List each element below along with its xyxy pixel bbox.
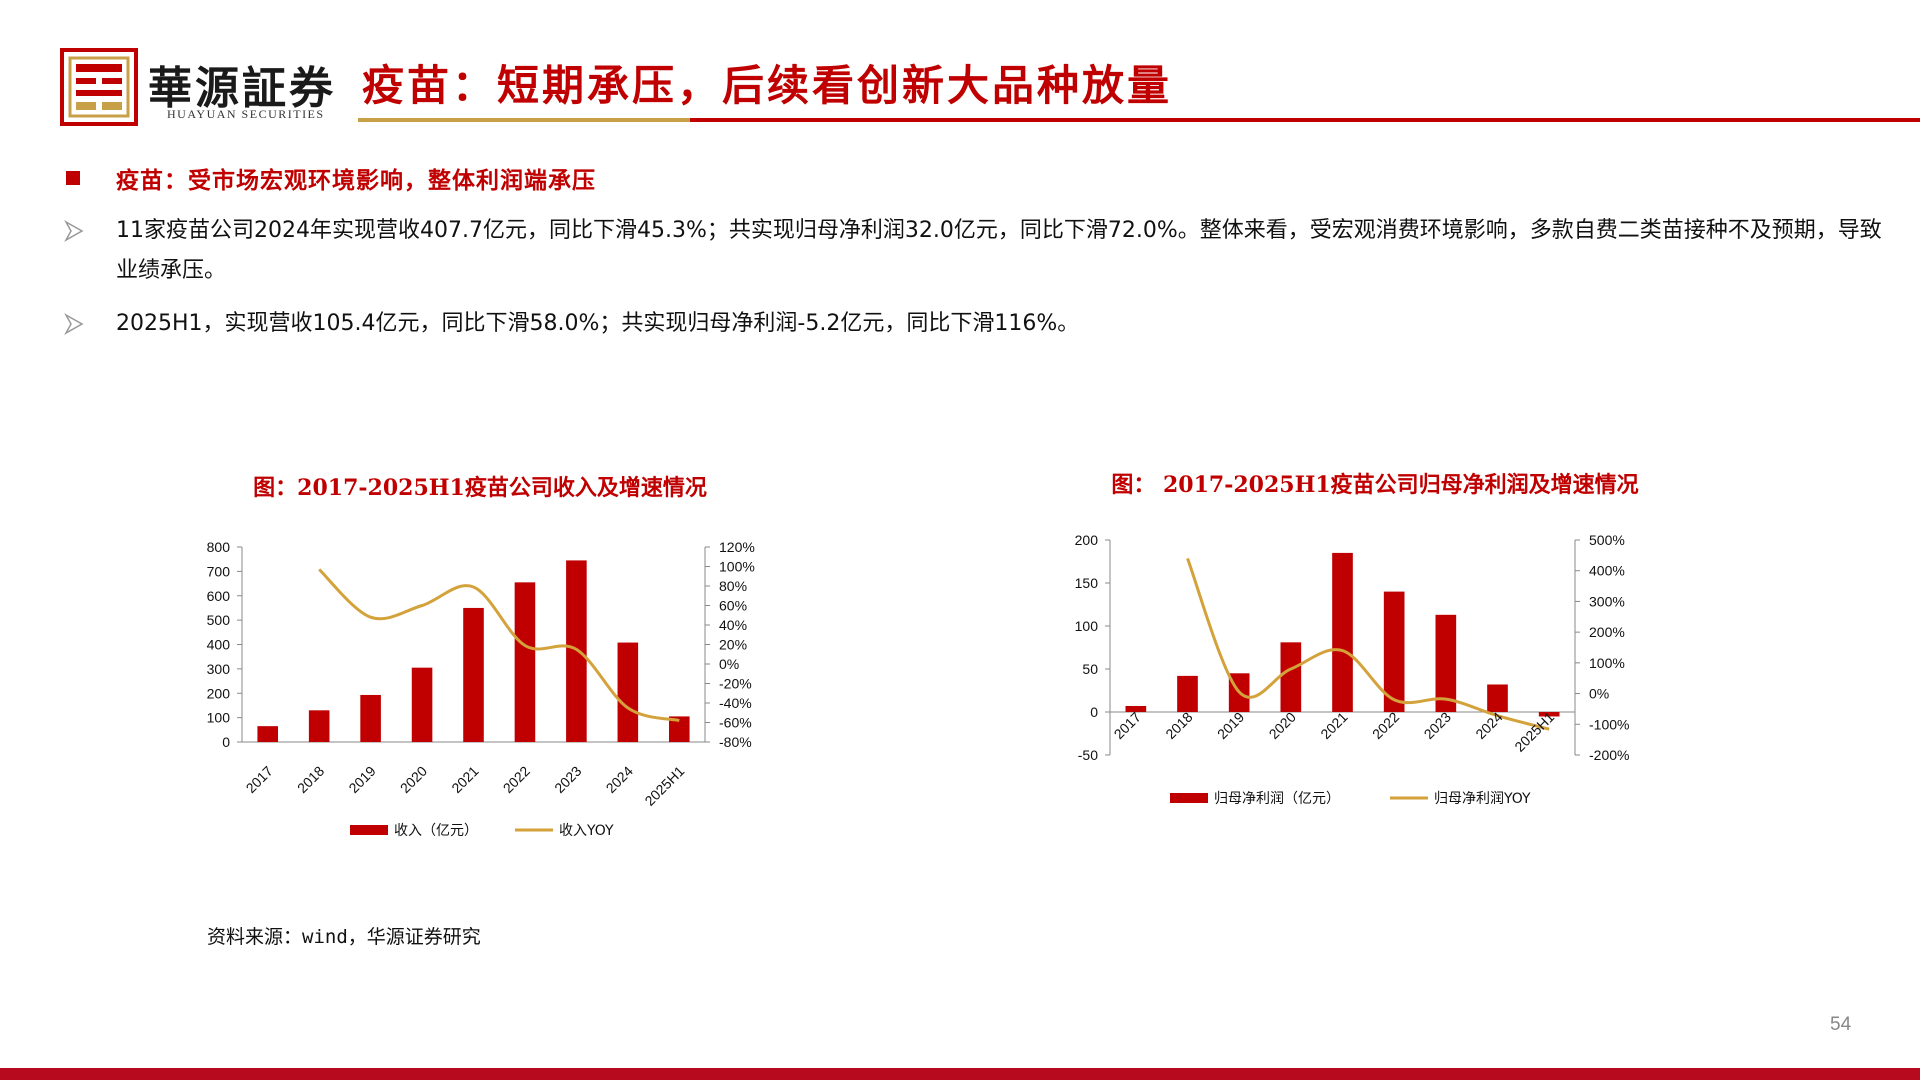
square-bullet-icon bbox=[66, 171, 80, 185]
y-tick-label-left: 500 bbox=[207, 612, 231, 628]
y-tick-label-right: 100% bbox=[1589, 655, 1625, 671]
y-tick-label-right: 120% bbox=[719, 539, 755, 555]
y-tick-label-right: -40% bbox=[719, 695, 752, 711]
bar bbox=[1280, 642, 1302, 712]
bar bbox=[1332, 552, 1353, 712]
bar bbox=[566, 560, 587, 742]
y-tick-label-left: 0 bbox=[222, 734, 230, 750]
x-tick-label: 2021 bbox=[1317, 709, 1350, 742]
section-heading: 疫苗：受市场宏观环境影响，整体利润端承压 bbox=[116, 167, 596, 194]
bar bbox=[411, 667, 433, 742]
brand-name-en: HUAYUAN SECURITIES bbox=[167, 107, 325, 121]
y-tick-label-right: 200% bbox=[1589, 624, 1625, 640]
y-tick-label-left: 300 bbox=[207, 661, 231, 677]
x-tick-label: 2018 bbox=[294, 763, 327, 796]
header-divider-gold bbox=[358, 118, 690, 122]
bar bbox=[308, 710, 330, 742]
legend-label: 收入（亿元） bbox=[394, 823, 478, 839]
x-tick-label: 2023 bbox=[1421, 709, 1454, 742]
bar bbox=[1383, 591, 1405, 712]
y-tick-label-right: 400% bbox=[1589, 563, 1625, 579]
bar bbox=[1487, 684, 1508, 712]
bar bbox=[514, 582, 536, 742]
legend-bar-swatch bbox=[350, 825, 388, 835]
y-tick-label-left: 400 bbox=[207, 637, 231, 653]
page-number: 54 bbox=[1830, 1014, 1852, 1035]
bar bbox=[257, 726, 279, 742]
page-title: 疫苗：短期承压，后续看创新大品种放量 bbox=[362, 61, 1173, 110]
arrow-bullet-icon bbox=[64, 220, 84, 242]
yoy-line bbox=[318, 568, 680, 723]
legend-bar-swatch bbox=[1170, 793, 1208, 803]
y-tick-label-right: -60% bbox=[719, 715, 752, 731]
bar bbox=[1538, 712, 1560, 717]
y-tick-label-left: 800 bbox=[207, 539, 231, 555]
bullet-paragraph: 2025H1，实现营收105.4亿元，同比下滑58.0%；共实现归母净利润-5.… bbox=[116, 311, 1080, 336]
bar bbox=[360, 694, 381, 742]
brand-name-cn: 華源証券 bbox=[148, 63, 336, 114]
y-tick-label-left: 100 bbox=[207, 710, 231, 726]
y-tick-label-right: -80% bbox=[719, 734, 752, 750]
y-tick-label-right: 40% bbox=[719, 617, 747, 633]
x-tick-label: 2020 bbox=[397, 763, 430, 796]
x-tick-label: 2017 bbox=[1111, 709, 1144, 742]
y-tick-label-right: 20% bbox=[719, 637, 747, 653]
legend-label: 收入YOY bbox=[559, 823, 614, 839]
y-tick-label-left: 150 bbox=[1075, 575, 1099, 591]
revenue-chart: 图：2017-2025H1疫苗公司收入及增速情况 0 100 200 300 400 500… bbox=[207, 475, 755, 839]
arrow-bullet-icon bbox=[64, 313, 84, 335]
x-tick-label: 2019 bbox=[1214, 709, 1247, 742]
x-tick-label: 2025H1 bbox=[641, 763, 687, 809]
y-tick-label-right: 0% bbox=[719, 656, 739, 672]
chart-title: 图：2017-2025H1疫苗公司收入及增速情况 bbox=[253, 475, 707, 501]
x-tick-label: 2025H1 bbox=[1511, 709, 1557, 755]
y-tick-label-right: 80% bbox=[719, 578, 747, 594]
y-tick-label-right: 500% bbox=[1589, 532, 1625, 548]
x-tick-label: 2024 bbox=[603, 763, 636, 796]
bar bbox=[617, 642, 639, 742]
x-tick-label: 2023 bbox=[551, 763, 584, 796]
x-tick-label: 2024 bbox=[1472, 709, 1505, 742]
bar bbox=[1125, 705, 1147, 712]
y-tick-label-left: 600 bbox=[207, 588, 231, 604]
y-tick-label-left: 50 bbox=[1082, 661, 1098, 677]
chart-title: 图： 2017-2025H1疫苗公司归母净利润及增速情况 bbox=[1111, 472, 1638, 498]
y-tick-label-left: 700 bbox=[207, 563, 231, 579]
x-tick-label: 2021 bbox=[448, 763, 481, 796]
bar bbox=[1435, 614, 1457, 712]
y-tick-label-left: 200 bbox=[207, 685, 231, 701]
x-tick-label: 2018 bbox=[1162, 709, 1195, 742]
x-tick-label: 2019 bbox=[345, 763, 378, 796]
y-tick-label-left: 200 bbox=[1075, 532, 1099, 548]
bullet-paragraph: 11家疫苗公司2024年实现营收407.7亿元，同比下滑45.3%；共实现归母净… bbox=[116, 218, 1882, 283]
net-profit-chart: 图： 2017-2025H1疫苗公司归母净利润及增速情况 -50 0 50 100 150… bbox=[1075, 472, 1639, 807]
x-tick-label: 2020 bbox=[1266, 709, 1299, 742]
legend-label: 归母净利润YOY bbox=[1434, 790, 1531, 807]
bar bbox=[463, 607, 484, 742]
y-tick-label-left: -50 bbox=[1078, 747, 1098, 763]
x-tick-label: 2022 bbox=[1369, 709, 1402, 742]
y-tick-label-left: 0 bbox=[1090, 704, 1098, 720]
y-tick-label-right: -200% bbox=[1589, 747, 1629, 763]
y-tick-label-right: 100% bbox=[719, 559, 755, 575]
huayuan-logo-icon bbox=[60, 48, 138, 126]
bar bbox=[1177, 675, 1198, 712]
bar bbox=[668, 716, 690, 742]
footer-bar bbox=[0, 1068, 1920, 1080]
yoy-line bbox=[1186, 557, 1550, 731]
x-tick-label: 2022 bbox=[500, 763, 533, 796]
y-tick-label-right: -20% bbox=[719, 676, 752, 692]
source-note: 资料来源：wind，华源证券研究 bbox=[207, 926, 481, 948]
y-tick-label-right: 60% bbox=[719, 598, 747, 614]
header-divider-red bbox=[690, 118, 1920, 122]
x-tick-label: 2017 bbox=[242, 763, 275, 796]
y-tick-label-left: 100 bbox=[1075, 618, 1099, 634]
y-tick-label-right: -100% bbox=[1589, 716, 1629, 732]
legend-label: 归母净利润（亿元） bbox=[1214, 790, 1340, 807]
y-tick-label-right: 300% bbox=[1589, 593, 1625, 609]
y-tick-label-right: 0% bbox=[1589, 686, 1609, 702]
